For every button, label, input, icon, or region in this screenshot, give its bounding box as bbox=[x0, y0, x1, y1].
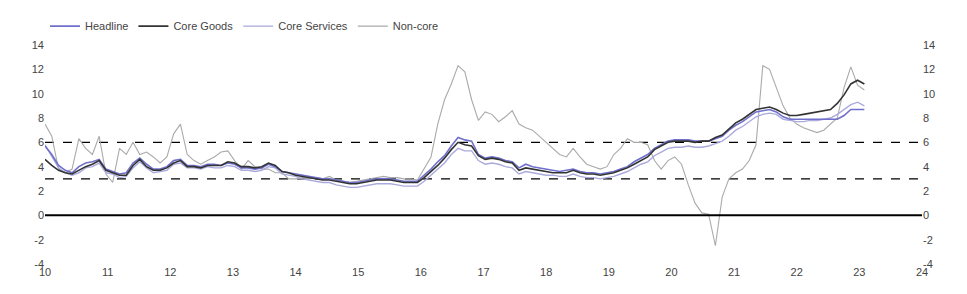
svg-text:4: 4 bbox=[923, 161, 929, 173]
svg-text:12: 12 bbox=[923, 63, 935, 75]
svg-text:10: 10 bbox=[39, 266, 51, 278]
svg-text:12: 12 bbox=[164, 266, 176, 278]
svg-text:18: 18 bbox=[540, 266, 552, 278]
svg-text:8: 8 bbox=[923, 112, 929, 124]
svg-text:10: 10 bbox=[923, 88, 935, 100]
svg-text:6: 6 bbox=[923, 136, 929, 148]
svg-text:2: 2 bbox=[38, 185, 44, 197]
svg-text:16: 16 bbox=[415, 266, 427, 278]
svg-text:0: 0 bbox=[923, 209, 929, 221]
svg-text:-2: -2 bbox=[923, 234, 933, 246]
svg-text:12: 12 bbox=[32, 63, 44, 75]
svg-text:Headline: Headline bbox=[85, 20, 128, 32]
svg-text:Core Services: Core Services bbox=[278, 20, 348, 32]
svg-text:15: 15 bbox=[352, 266, 364, 278]
svg-text:-4: -4 bbox=[34, 258, 44, 270]
svg-text:13: 13 bbox=[227, 266, 239, 278]
svg-text:21: 21 bbox=[728, 266, 740, 278]
svg-text:17: 17 bbox=[477, 266, 489, 278]
svg-text:11: 11 bbox=[102, 266, 113, 278]
svg-text:24: 24 bbox=[916, 266, 928, 278]
svg-text:Non-core: Non-core bbox=[393, 20, 438, 32]
svg-text:23: 23 bbox=[853, 266, 865, 278]
svg-text:4: 4 bbox=[38, 161, 44, 173]
svg-text:19: 19 bbox=[603, 266, 615, 278]
svg-text:Core Goods: Core Goods bbox=[173, 20, 233, 32]
svg-text:14: 14 bbox=[289, 266, 301, 278]
svg-text:8: 8 bbox=[38, 112, 44, 124]
svg-text:-2: -2 bbox=[34, 234, 44, 246]
svg-text:-4: -4 bbox=[923, 258, 933, 270]
svg-text:0: 0 bbox=[38, 209, 44, 221]
svg-text:22: 22 bbox=[791, 266, 803, 278]
svg-text:2: 2 bbox=[923, 185, 929, 197]
svg-text:10: 10 bbox=[32, 88, 44, 100]
svg-text:6: 6 bbox=[38, 136, 44, 148]
svg-text:20: 20 bbox=[665, 266, 677, 278]
svg-text:14: 14 bbox=[923, 39, 935, 51]
svg-text:14: 14 bbox=[32, 39, 44, 51]
